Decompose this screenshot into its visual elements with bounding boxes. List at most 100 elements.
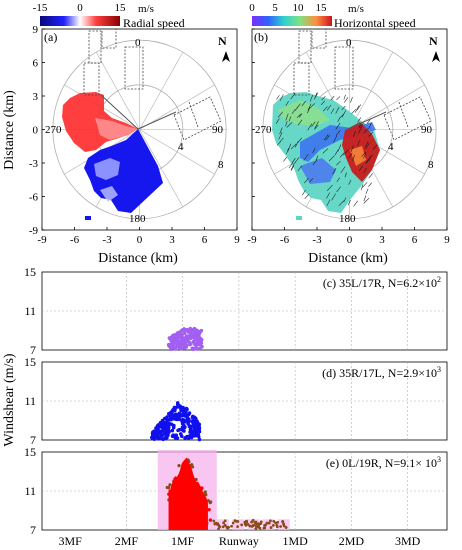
windshear-point [171,344,175,349]
windshear-point [191,347,195,352]
wind-vector [287,143,292,152]
x-tick-label: -6 [70,234,80,246]
windshear-point [263,526,267,530]
windshear-point [233,519,237,523]
wind-vector [344,97,349,103]
wind-vector [339,152,345,158]
wind-vector [340,166,346,173]
wind-vector [285,120,288,127]
windshear-point [167,492,172,496]
colorbar-a-tick-1: 0 [77,2,83,14]
windshear-point [175,331,180,335]
colorbar-horizontal [252,16,332,26]
windshear-point [269,526,273,529]
windshear-point [252,523,256,527]
windshear-x-tick: Runway [219,534,259,548]
wind-vector [279,127,283,135]
windshear-panel-d: 7 11 15 (d) 35R/17L, N=2.9×103 [24,355,448,447]
windshear-point [176,428,180,433]
wind-vector [352,154,355,161]
wind-vector [326,199,331,207]
windshear-point [168,417,173,421]
windshear-point [156,435,161,440]
windshear-point [223,523,227,527]
range-4-a: 4 [178,141,184,153]
windshear-point [208,518,213,522]
windshear-point [190,419,194,424]
north-label-a: N [218,34,227,48]
windshear-point [195,504,200,508]
windshear-point [174,334,178,339]
windshear-y-tick: 11 [24,394,36,408]
windshear-point [165,485,169,490]
azimuth-270-b: 270 [255,124,272,136]
wind-vector [363,168,367,174]
windshear-point [196,434,201,439]
windshear-point [267,521,271,525]
windshear-point [198,341,203,346]
windshear-point [159,434,163,438]
wind-vector [315,92,319,98]
windshear-point [168,413,172,418]
azimuth-spoke [349,51,394,130]
wind-vector [326,192,330,199]
wind-vector [290,93,296,100]
windshear-point [193,433,197,438]
wind-vector [309,103,315,109]
colorbar-a-label: Radial speed [123,16,185,30]
colorbar-radial [40,16,120,26]
windshear-point [183,339,187,344]
wind-vector [301,100,306,107]
wind-vector [341,110,346,118]
wind-vector [361,151,367,157]
wind-vector [368,122,372,129]
wind-vectors [275,92,378,207]
windshear-point [191,332,196,336]
wind-vector [343,149,349,156]
wind-vector [348,179,352,185]
wind-vector [290,163,295,171]
windshear-point [174,489,178,494]
runway-line-a2 [137,111,177,130]
windshear-point [182,345,186,349]
windshear-x-tick: 3MD [395,534,421,548]
wind-vector [331,193,336,201]
windshear-point [194,512,198,516]
windshear-x-tick: 1MF [171,534,195,548]
wind-vector [291,109,296,114]
windshear-x-tick: 3MF [58,534,82,548]
windshear-point [248,524,252,528]
windshear-point [275,523,279,527]
windshear-point [187,340,192,345]
wind-speck [296,216,302,220]
x-tick-label: -6 [280,234,290,246]
wind-vector [283,156,287,162]
windshear-point [200,518,204,522]
wind-vector [286,148,289,154]
wind-vector [350,97,353,103]
windshear-point [169,422,174,427]
windshear-point [171,494,176,499]
windshear-point [258,526,262,530]
wind-vector [360,184,364,191]
wind-vector [291,158,296,164]
radial-pink-edge [95,118,138,140]
windshear-point [243,522,247,526]
windshear-point [198,330,202,335]
windshear-point [198,495,202,500]
wind-vector [276,141,281,146]
wind-vector [363,197,370,204]
windshear-point [166,425,171,430]
wind-vector [309,178,314,183]
windshear-point [178,404,183,409]
colorbar-a-unit: m/s [138,3,154,15]
windshear-point [197,428,201,432]
windshear-point [192,523,197,527]
x-tick-label: 9 [444,234,450,246]
x-tick-label: -9 [247,234,257,246]
wind-vector [343,94,346,100]
windshear-point [161,424,165,428]
windshear-point [282,522,285,526]
wind-vector [356,104,362,111]
wind-vector [275,118,280,124]
